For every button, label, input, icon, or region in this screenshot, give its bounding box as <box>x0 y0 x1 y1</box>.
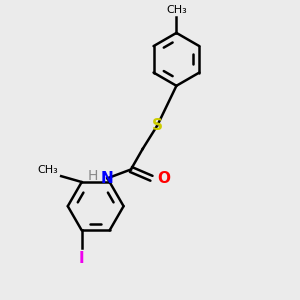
Text: CH₃: CH₃ <box>37 165 58 175</box>
Text: S: S <box>152 118 163 133</box>
Text: O: O <box>157 171 170 186</box>
Text: N: N <box>101 171 114 186</box>
Text: CH₃: CH₃ <box>166 5 187 15</box>
Text: H: H <box>88 169 98 183</box>
Text: I: I <box>79 251 85 266</box>
